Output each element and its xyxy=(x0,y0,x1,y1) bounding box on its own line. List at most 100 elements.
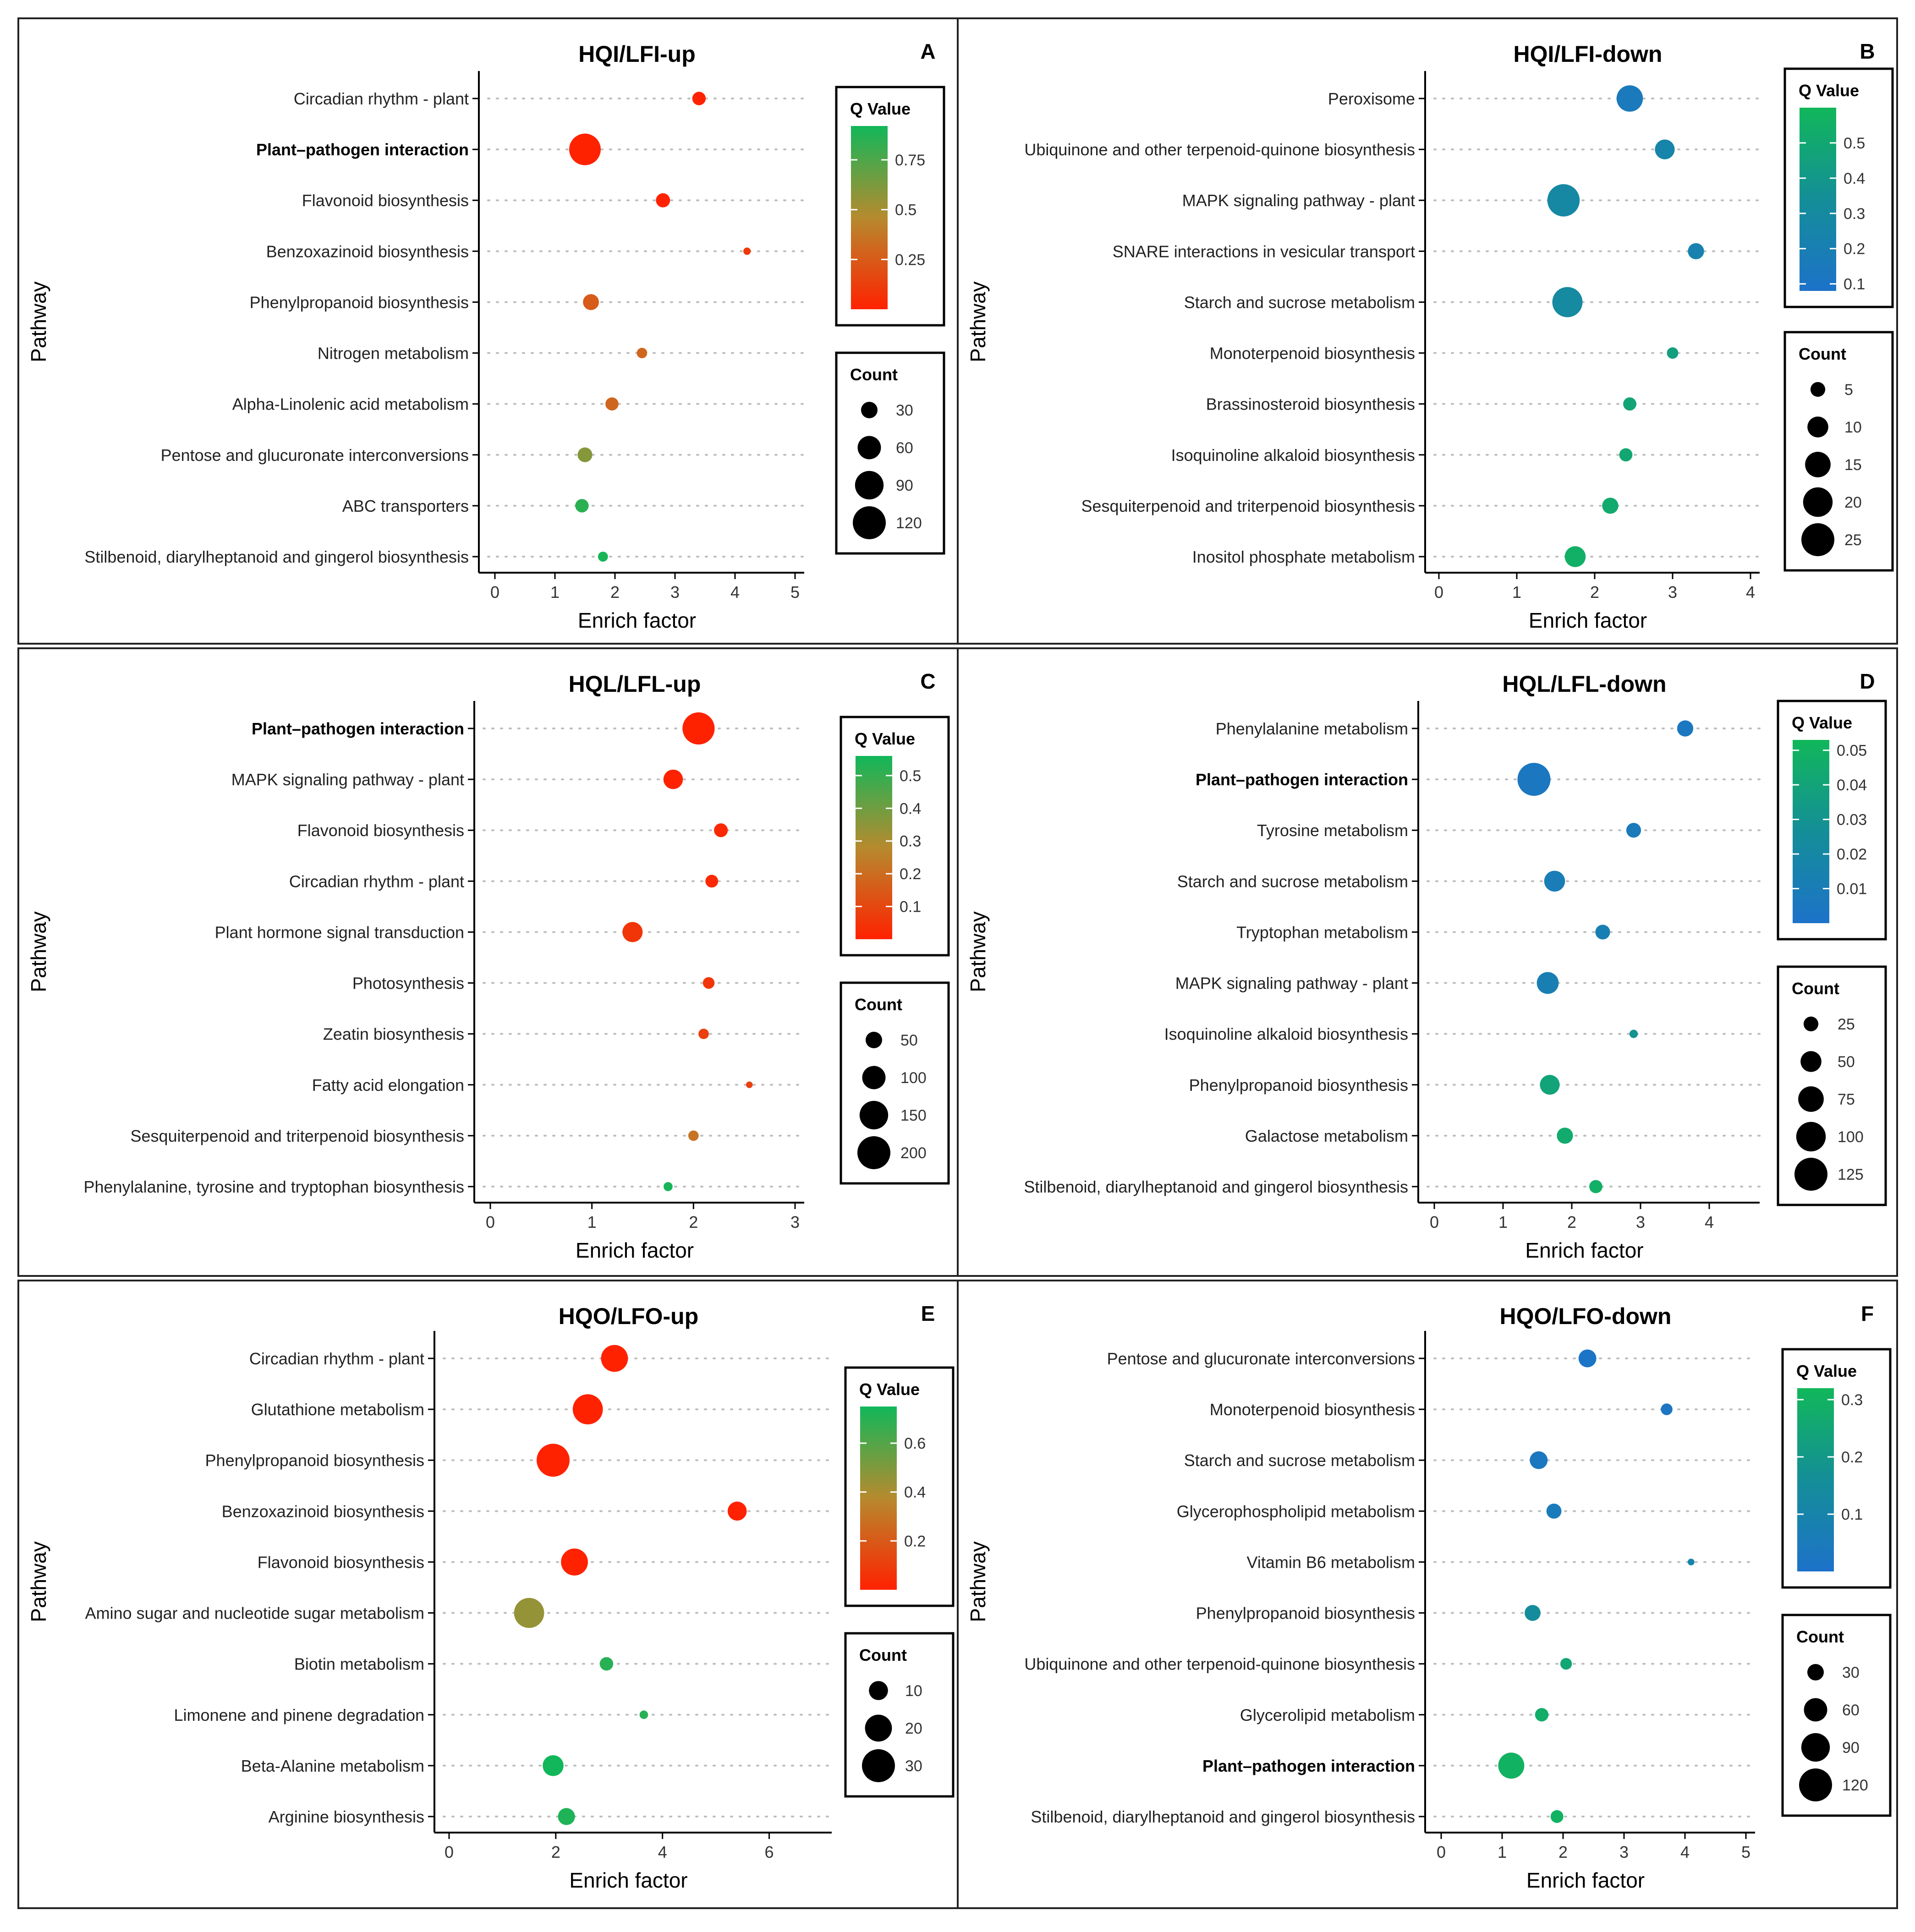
count-legend-dot xyxy=(1800,1051,1822,1072)
panel-letter: F xyxy=(1861,1302,1874,1325)
x-tick-label: 1 xyxy=(587,1213,597,1231)
data-point xyxy=(558,1808,575,1825)
pathway-label: SNARE interactions in vesicular transpor… xyxy=(1113,242,1415,261)
pathway-label: Peroxisome xyxy=(1328,89,1415,108)
x-tick-label: 2 xyxy=(1558,1843,1568,1861)
x-axis-label: Enrich factor xyxy=(576,1238,694,1262)
data-point xyxy=(1602,498,1619,514)
count-legend-label: 60 xyxy=(1842,1702,1860,1719)
count-legend-dot xyxy=(1810,382,1826,397)
count-legend-label: 120 xyxy=(896,514,922,532)
data-point xyxy=(1530,1451,1548,1469)
x-tick-label: 1 xyxy=(1512,583,1521,602)
x-tick-label: 0 xyxy=(490,583,499,602)
count-legend-label: 75 xyxy=(1838,1091,1855,1108)
count-legend-dot xyxy=(1804,1698,1827,1722)
pathway-label: Sesquiterpenoid and triterpenoid biosynt… xyxy=(1081,497,1415,515)
panel-title: HQI/LFI-down xyxy=(1514,41,1663,67)
count-legend-dot xyxy=(1796,1122,1826,1152)
panel-frame xyxy=(957,17,1898,645)
pathway-label: Flavonoid biosynthesis xyxy=(258,1553,424,1571)
data-point xyxy=(698,1029,709,1040)
count-legend-dot xyxy=(862,1749,895,1782)
count-legend-label: 25 xyxy=(1838,1016,1855,1033)
x-tick-label: 3 xyxy=(670,583,680,602)
qvalue-tick-label: 0.04 xyxy=(1837,777,1867,794)
pathway-label: MAPK signaling pathway - plant xyxy=(1182,191,1415,210)
pathway-label: Ubiquinone and other terpenoid-quinone b… xyxy=(1024,140,1415,159)
data-point xyxy=(1616,85,1643,112)
x-tick-label: 5 xyxy=(790,583,800,602)
data-point xyxy=(1629,1029,1638,1038)
data-point xyxy=(1557,1127,1573,1144)
pathway-label: Tyrosine metabolism xyxy=(1257,821,1408,840)
pathway-label: Circadian rhythm - plant xyxy=(294,89,469,108)
panel-c: HQL/LFL-up C 0 1 2 3 Enrich factor Pathway Plant… xyxy=(17,647,959,1277)
count-legend-dot xyxy=(1801,523,1834,556)
panel-title: HQO/LFO-down xyxy=(1500,1303,1672,1329)
qvalue-tick-label: 0.2 xyxy=(900,865,921,883)
data-point xyxy=(601,1345,628,1372)
x-tick-label: 0 xyxy=(1434,583,1443,602)
count-legend-title: Count xyxy=(1796,1627,1844,1646)
qvalue-legend-title: Q Value xyxy=(1796,1362,1857,1380)
x-tick-label: 1 xyxy=(1498,1213,1508,1231)
pathway-label: Glycerophospholipid metabolism xyxy=(1177,1502,1415,1521)
data-point xyxy=(561,1549,588,1576)
data-point xyxy=(1540,1075,1560,1095)
data-point xyxy=(583,294,599,310)
panel-title: HQL/LFL-up xyxy=(569,671,701,697)
count-legend-title: Count xyxy=(859,1646,907,1664)
data-point xyxy=(1578,1349,1597,1368)
pathway-label: Plant–pathogen interaction xyxy=(252,719,464,738)
data-point xyxy=(1547,184,1580,217)
data-point xyxy=(1517,763,1551,796)
x-tick-label: 2 xyxy=(1590,583,1599,602)
pathway-label: Photosynthesis xyxy=(352,974,464,993)
pathway-label: MAPK signaling pathway - plant xyxy=(231,770,464,789)
x-tick-label: 1 xyxy=(1498,1843,1507,1861)
data-point xyxy=(1564,546,1586,567)
panel-title: HQO/LFO-up xyxy=(559,1303,699,1329)
pathway-label: Stilbenoid, diarylheptanoid and gingerol… xyxy=(84,547,469,566)
x-tick-label: 5 xyxy=(1741,1843,1750,1861)
pathway-label: ABC transporters xyxy=(342,497,469,515)
count-legend-dot xyxy=(857,436,881,460)
data-point xyxy=(743,247,751,255)
qvalue-colorbar xyxy=(1797,1388,1834,1571)
x-tick-label: 2 xyxy=(551,1843,560,1861)
count-legend-label: 50 xyxy=(1838,1053,1855,1071)
panel-letter: A xyxy=(920,39,935,63)
x-tick-label: 3 xyxy=(790,1213,800,1231)
count-legend-label: 30 xyxy=(905,1757,922,1775)
x-axis-label: Enrich factor xyxy=(1529,608,1647,632)
data-point xyxy=(1536,972,1559,994)
data-point xyxy=(639,1710,648,1719)
pathway-label: Monoterpenoid biosynthesis xyxy=(1210,1400,1415,1419)
count-legend-label: 50 xyxy=(900,1032,918,1049)
count-legend-dot xyxy=(862,1066,886,1089)
x-tick-label: 0 xyxy=(444,1843,454,1861)
count-legend-dot xyxy=(1803,487,1833,517)
count-legend-label: 10 xyxy=(905,1682,922,1700)
data-point xyxy=(569,133,601,165)
count-legend-title: Count xyxy=(850,365,898,384)
qvalue-tick-label: 0.01 xyxy=(1837,881,1867,898)
x-tick-label: 0 xyxy=(486,1213,495,1231)
panel-letter: D xyxy=(1860,669,1875,693)
qvalue-tick-label: 0.05 xyxy=(1837,742,1867,760)
data-point xyxy=(637,348,647,358)
y-axis-label: Pathway xyxy=(27,281,50,362)
data-point xyxy=(1552,287,1583,317)
qvalue-tick-label: 0.4 xyxy=(1844,170,1865,187)
count-legend-label: 30 xyxy=(896,402,913,419)
qvalue-tick-label: 0.5 xyxy=(895,202,916,219)
pathway-label: Brassinosteroid biosynthesis xyxy=(1206,395,1415,414)
data-point xyxy=(1626,823,1641,838)
data-point xyxy=(605,397,619,410)
qvalue-colorbar xyxy=(1793,740,1829,923)
data-point xyxy=(1595,925,1610,940)
qvalue-tick-label: 0.2 xyxy=(1841,1449,1863,1466)
count-legend-dot xyxy=(855,471,884,500)
pathway-label: Vitamin B6 metabolism xyxy=(1247,1553,1416,1571)
